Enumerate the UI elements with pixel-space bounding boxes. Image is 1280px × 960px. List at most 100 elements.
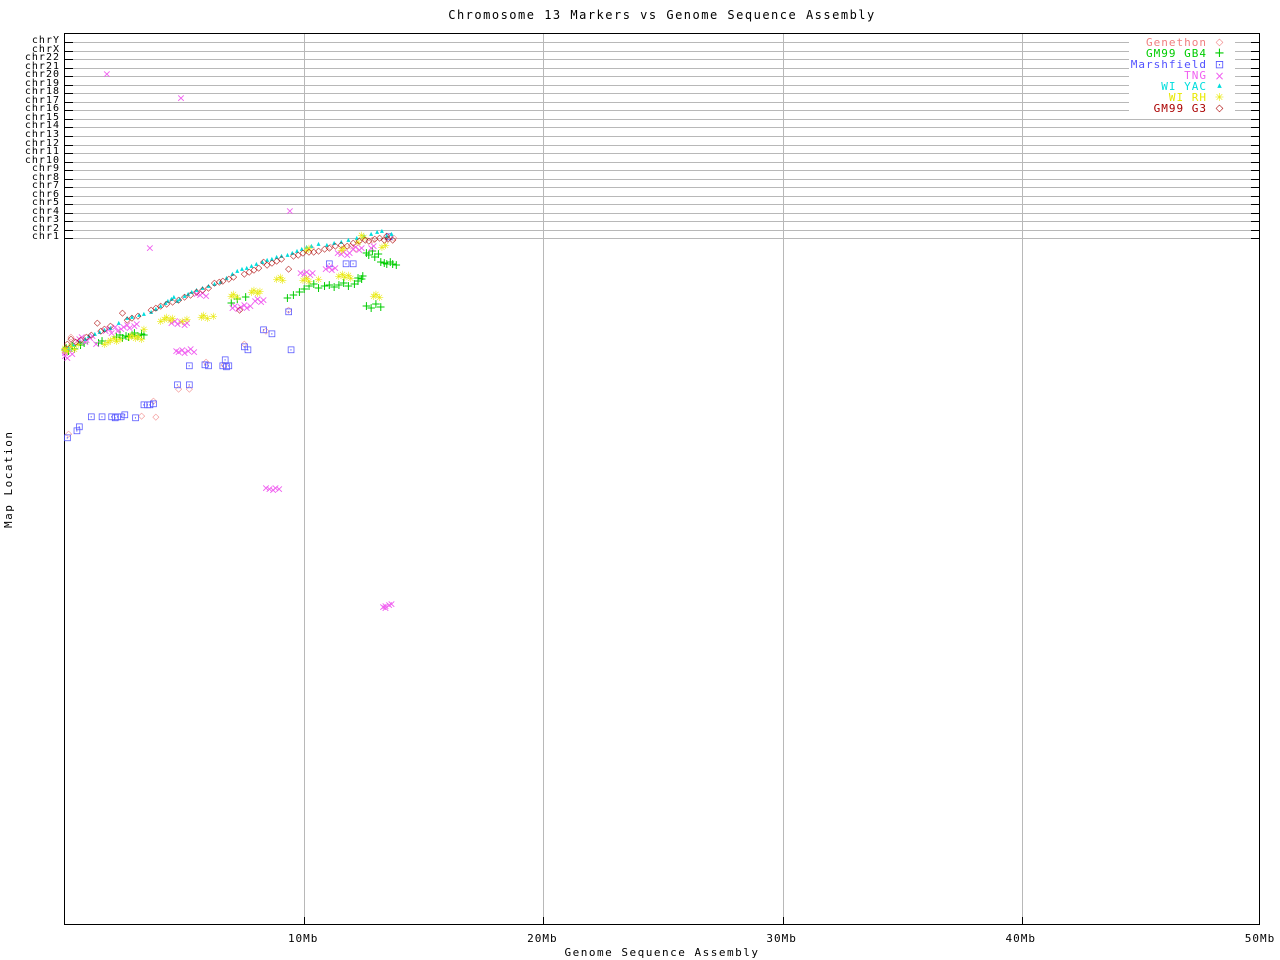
data-point-gm99-gb4: + <box>375 255 386 270</box>
data-point-tng: × <box>122 318 132 332</box>
data-point-tng: × <box>339 245 349 259</box>
data-point-wi-yac: ▴ <box>108 323 113 333</box>
chr-tick-label: chrY <box>31 35 60 47</box>
data-point-wi-yac: ▴ <box>163 298 168 308</box>
chr-tick-label: chr18 <box>24 86 60 98</box>
data-point-genethon: ◇ <box>67 332 75 343</box>
legend-marker: ◇ <box>1215 36 1225 48</box>
y-tick-mark <box>1251 229 1259 231</box>
data-point-gm99-gb4: + <box>226 296 237 311</box>
data-point-wi-yac: ▴ <box>224 273 229 283</box>
data-point-gm99-g3: ◇ <box>83 332 90 343</box>
data-point-wi-rh: ✳ <box>139 325 149 337</box>
y-tick-mark <box>65 101 73 103</box>
chr-gridline <box>65 212 1259 214</box>
data-point-wi-yac: ▴ <box>137 309 142 319</box>
data-point-wi-yac: ▴ <box>125 312 130 322</box>
y-tick-mark <box>65 93 73 95</box>
chr-gridline <box>65 144 1259 146</box>
data-point-wi-rh: ✳ <box>278 275 287 287</box>
data-point-genethon: ◇ <box>240 339 248 350</box>
data-point-tng: × <box>101 324 111 338</box>
data-point-wi-rh: ✳ <box>100 340 109 352</box>
data-point-marshfield: ⊡ <box>243 344 253 356</box>
data-point-wi-rh: ✳ <box>227 292 236 304</box>
data-point-gm99-g3: ◇ <box>147 305 155 316</box>
chr-tick-label: chr14 <box>24 120 60 132</box>
data-point-wi-rh: ✳ <box>60 343 70 355</box>
chr-gridline <box>65 195 1259 197</box>
data-point-genethon: ◇ <box>150 396 157 407</box>
y-tick-mark <box>1251 170 1259 172</box>
data-point-gm99-g3: ◇ <box>263 260 271 271</box>
data-point-wi-rh: ✳ <box>60 346 70 358</box>
data-point-wi-rh: ✳ <box>73 340 83 352</box>
data-point-gm99-gb4: + <box>338 275 349 290</box>
data-point-wi-yac: ▴ <box>389 228 394 238</box>
data-point-wi-yac: ▴ <box>379 226 384 236</box>
data-point-wi-yac: ▴ <box>244 262 249 272</box>
legend-entry-tng: TNG × <box>1131 69 1233 82</box>
data-point-gm99-g3: ◇ <box>299 248 307 259</box>
chr-gridline <box>65 204 1259 206</box>
data-point-gm99-g3: ◇ <box>106 321 114 332</box>
data-point-tng: × <box>174 345 184 359</box>
y-tick-mark <box>1251 161 1259 163</box>
y-tick-mark <box>1251 127 1259 129</box>
data-point-tng: × <box>239 298 249 312</box>
data-point-gm99-gb4: + <box>352 271 364 286</box>
data-point-marshfield: ⊡ <box>120 409 129 421</box>
data-point-genethon: ◇ <box>175 384 183 395</box>
data-point-wi-yac: ▴ <box>309 241 314 251</box>
data-point-gm99-gb4: + <box>352 274 364 289</box>
data-point-gm99-gb4: + <box>324 277 335 292</box>
data-point-gm99-gb4: + <box>381 257 392 272</box>
data-point-tng: × <box>264 482 275 496</box>
chart-title: Chromosome 13 Markers vs Genome Sequence… <box>448 8 876 22</box>
data-point-marshfield: ⊡ <box>218 360 228 372</box>
data-point-gm99-gb4: + <box>240 290 251 305</box>
data-point-tng: × <box>366 241 376 255</box>
data-point-gm99-gb4: + <box>308 276 319 291</box>
data-point-wi-rh: ✳ <box>253 289 262 301</box>
legend-entry-gm99-gb4: GM99 GB4 + <box>1131 47 1233 60</box>
data-point-gm99-gb4: + <box>379 256 390 271</box>
data-point-gm99-gb4: + <box>361 299 372 314</box>
data-point-marshfield: ⊡ <box>222 361 231 373</box>
x-tick-label: 30Mb <box>766 932 797 945</box>
data-point-genethon: ◇ <box>61 347 69 358</box>
data-point-tng: × <box>252 292 263 306</box>
data-point-tng: × <box>324 260 334 274</box>
data-point-wi-yac: ▴ <box>290 248 295 258</box>
data-point-gm99-gb4: + <box>93 335 104 350</box>
data-point-wi-rh: ✳ <box>178 317 187 328</box>
data-point-tng: × <box>107 326 117 340</box>
data-point-gm99-gb4: + <box>69 341 80 356</box>
data-point-wi-yac: ▴ <box>194 285 199 294</box>
y-tick-mark <box>65 135 73 137</box>
plot-area: ◇ ◇ ◇ ◇ ◇ ◇ ◇ ◇ ◇ ◇ ◇ ◇ ◇ ◇ ◇ ◇ ◇ ◇ ◇ ◇ + + + + + + + + + + + + + + + + + + + +… <box>60 33 1260 925</box>
y-tick-mark <box>1251 204 1259 206</box>
data-point-gm99-g3: ◇ <box>245 267 253 278</box>
y-tick-mark <box>1251 153 1259 155</box>
data-point-gm99-gb4: + <box>319 279 330 294</box>
data-point-wi-rh: ✳ <box>339 243 348 255</box>
y-tick-mark <box>1251 195 1259 197</box>
data-point-genethon: ◇ <box>390 233 398 244</box>
data-point-tng: × <box>330 261 340 275</box>
data-point-wi-yac: ▴ <box>86 331 91 341</box>
y-tick-mark <box>1251 59 1259 61</box>
data-point-tng: × <box>185 342 196 356</box>
data-point-tng: × <box>270 481 281 495</box>
y-tick-mark <box>65 238 73 240</box>
x-tick-mark <box>543 917 545 924</box>
data-point-wi-rh: ✳ <box>182 315 192 327</box>
y-tick-mark <box>1251 135 1259 137</box>
data-point-gm99-g3: ◇ <box>310 247 318 258</box>
data-point-gm99-gb4: + <box>97 333 108 348</box>
data-point-gm99-gb4: + <box>375 299 386 314</box>
y-tick-mark <box>1251 118 1259 120</box>
data-point-gm99-g3: ◇ <box>384 234 392 245</box>
data-point-wi-rh: ✳ <box>337 245 346 257</box>
